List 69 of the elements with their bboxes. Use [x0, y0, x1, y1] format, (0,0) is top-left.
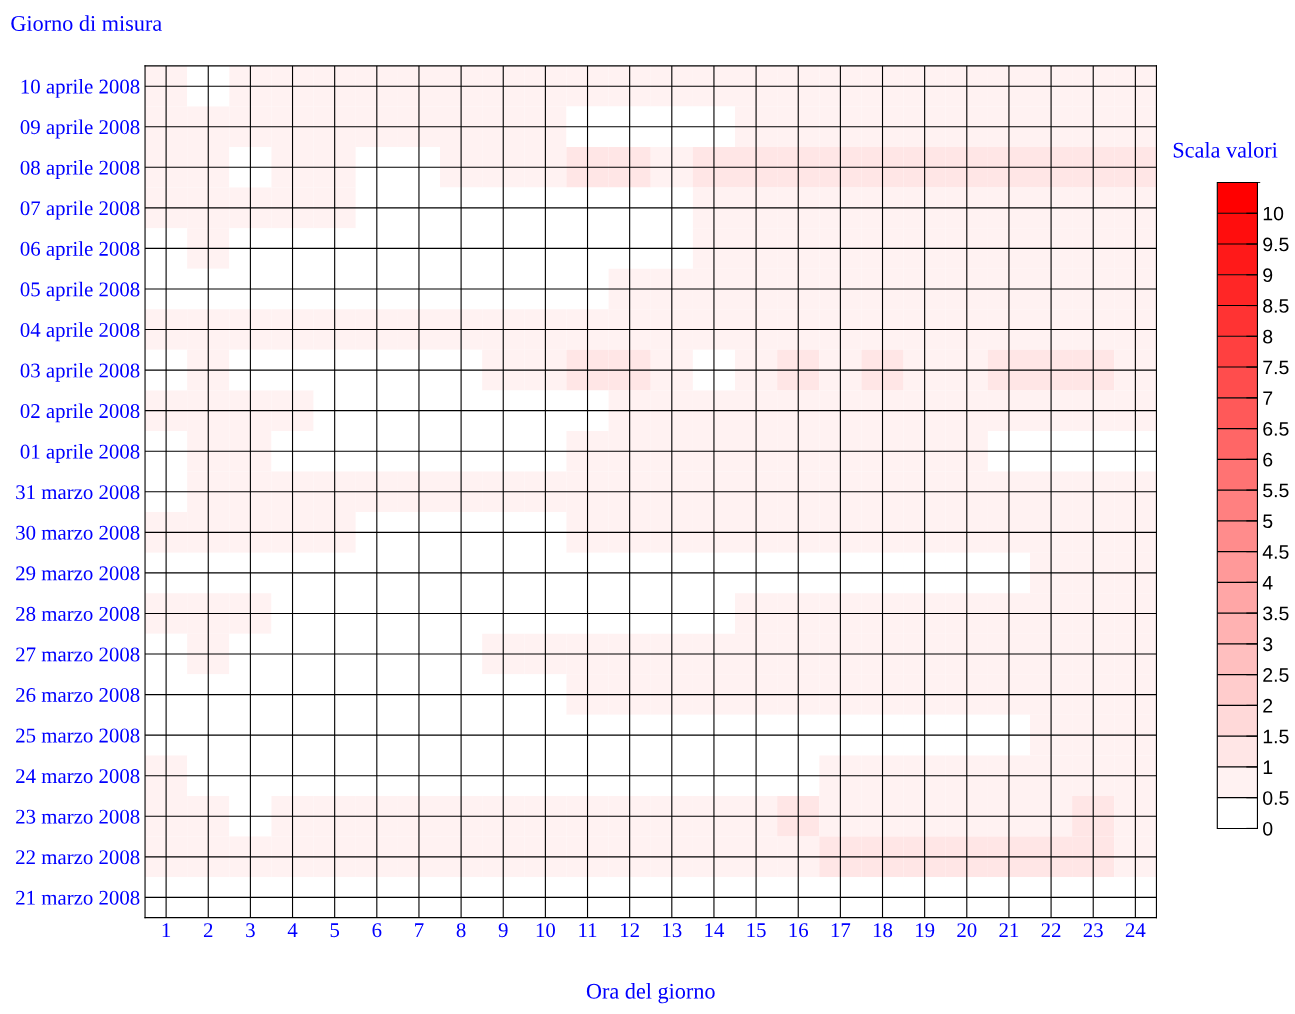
color-bar-label: 7.5 [1263, 360, 1289, 375]
color-bar-label: 2 [1263, 698, 1273, 713]
y-tick-label: 30 marzo 2008 [16, 525, 140, 540]
color-bar-label: 8 [1263, 329, 1273, 344]
y-tick-label: 27 marzo 2008 [16, 647, 140, 662]
y-tick-label: 31 marzo 2008 [16, 485, 140, 500]
y-tick-label: 25 marzo 2008 [16, 728, 140, 743]
x-tick-label: 1 [162, 923, 171, 937]
x-tick-label: 10 [536, 923, 556, 938]
x-tick-label: 9 [498, 923, 508, 938]
y-tick-label: 03 aprile 2008 [20, 362, 140, 382]
y-tick-label: 01 aprile 2008 [20, 444, 140, 463]
x-tick-label: 24 [1125, 923, 1146, 937]
x-axis-title: Ora del giorno [586, 983, 715, 1004]
y-tick-label: 10 aprile 2008 [21, 78, 140, 98]
x-tick-label: 19 [916, 923, 935, 938]
y-tick-label: 09 aprile 2008 [20, 119, 140, 139]
x-tick-label: 6 [372, 923, 382, 938]
x-tick-label: 7 [415, 923, 424, 937]
color-bar-label: 2.5 [1263, 668, 1289, 682]
color-bar-label: 6.5 [1263, 422, 1289, 436]
color-bar-label: 3.5 [1263, 606, 1289, 621]
x-tick-label: 5 [330, 923, 340, 938]
x-tick-label: 11 [579, 923, 597, 937]
color-bar-label: 8.5 [1263, 299, 1289, 313]
color-bar-label: 10 [1263, 206, 1284, 221]
color-bar-label: 0.5 [1263, 791, 1289, 805]
x-tick-label: 14 [705, 923, 725, 937]
color-bar-label: 4.5 [1262, 545, 1289, 559]
y-tick-label: 07 aprile 2008 [20, 200, 140, 220]
x-tick-label: 21 [999, 923, 1019, 937]
x-tick-label: 15 [747, 923, 766, 938]
x-tick-label: 22 [1041, 923, 1061, 937]
y-tick-label: 21 marzo 2008 [16, 890, 140, 905]
x-tick-label: 17 [831, 923, 851, 937]
y-axis-title: Giorno di misura [11, 15, 162, 31]
y-tick-label: 28 marzo 2008 [16, 606, 140, 621]
color-bar-label: 6 [1263, 452, 1273, 467]
x-tick-label: 12 [621, 923, 639, 937]
color-bar-label: 3 [1263, 637, 1273, 652]
color-bar-label: 5.5 [1263, 483, 1289, 498]
y-tick-label: 26 marzo 2008 [16, 687, 140, 703]
x-tick-label: 3 [246, 923, 255, 938]
x-tick-label: 13 [663, 923, 682, 938]
color-bar-label: 9.5 [1263, 237, 1289, 252]
color-bar-label: 0 [1263, 821, 1273, 836]
y-tick-label: 06 aprile 2008 [20, 241, 140, 261]
y-tick-label: 08 aprile 2008 [20, 160, 140, 179]
x-tick-label: 23 [1083, 923, 1103, 938]
y-tick-label: 05 aprile 2008 [20, 281, 140, 301]
color-bar-label: 1.5 [1263, 729, 1289, 744]
color-bar-title: Scala valori [1173, 142, 1278, 158]
color-bar-label: 4 [1262, 576, 1273, 590]
x-tick-label: 4 [287, 923, 298, 937]
y-tick-label: 04 aprile 2008 [20, 322, 140, 342]
y-tick-label: 02 aprile 2008 [20, 403, 140, 423]
color-bar-label: 7 [1263, 391, 1273, 405]
x-tick-label: 2 [203, 923, 213, 937]
y-tick-label: 24 marzo 2008 [16, 769, 140, 784]
y-tick-label: 23 marzo 2008 [16, 809, 140, 824]
x-tick-label: 18 [873, 923, 893, 938]
y-tick-label: 22 marzo 2008 [16, 850, 140, 865]
color-bar-label: 5 [1263, 514, 1273, 529]
color-bar-label: 1 [1263, 760, 1273, 774]
x-tick-label: 8 [456, 923, 466, 938]
color-bar-label: 9 [1263, 268, 1273, 283]
x-tick-label: 16 [789, 923, 809, 938]
x-tick-label: 20 [957, 923, 977, 938]
y-tick-label: 29 marzo 2008 [16, 566, 140, 581]
